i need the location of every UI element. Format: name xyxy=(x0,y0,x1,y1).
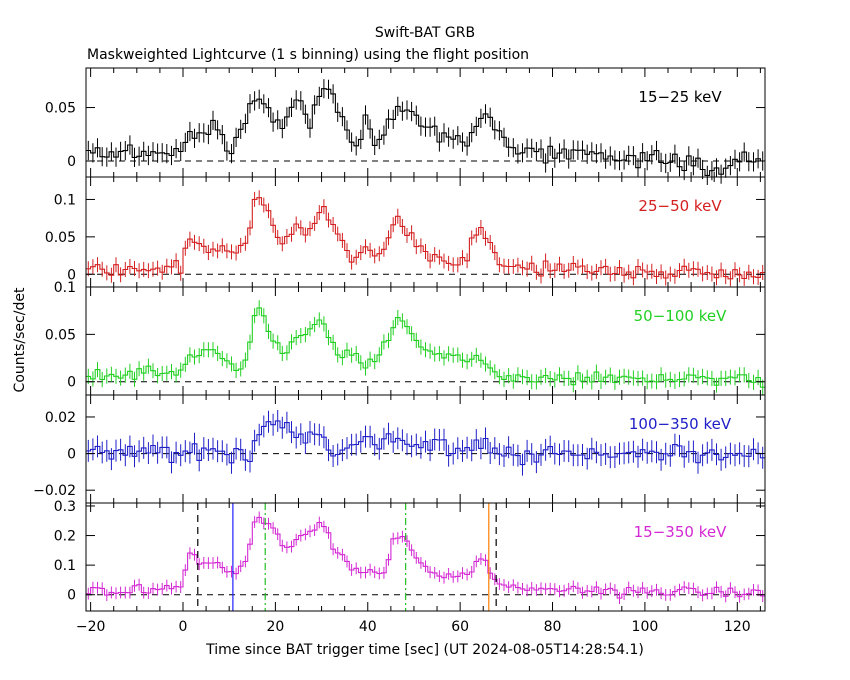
y-tick-label: 0 xyxy=(67,154,76,170)
x-tick-label: 60 xyxy=(451,619,469,635)
x-tick-label: 0 xyxy=(179,619,188,635)
y-tick-label: 0.1 xyxy=(54,280,76,296)
panel-5: 0 0.1 0.2 0.3 15−350 keV xyxy=(54,499,766,612)
x-tick-label: −20 xyxy=(76,619,106,635)
y-tick-label: 0 xyxy=(67,375,76,391)
panel-4: −0.02 0 0.02 100−350 keV xyxy=(33,394,766,504)
error-bars xyxy=(87,190,764,287)
panel-3: 0 0.05 0.1 50−100 keV xyxy=(45,280,766,396)
x-tick-label: 80 xyxy=(544,619,562,635)
lightcurve-series xyxy=(86,420,765,466)
error-bars xyxy=(87,79,764,185)
x-tick-label: 120 xyxy=(724,619,751,635)
panel-frame xyxy=(85,502,766,612)
band-label: 25−50 keV xyxy=(638,197,722,215)
error-bars xyxy=(87,511,764,604)
x-axis-label: Time since BAT trigger time [sec] (UT 20… xyxy=(205,642,644,658)
panels-group: 0 0.05 15−25 keV 0 0.05 0.1 25−50 keV 0 0.05 0.1 5… xyxy=(33,67,766,635)
y-tick-label: 0.2 xyxy=(54,529,76,545)
error-bars xyxy=(87,410,764,476)
x-tick-label: 100 xyxy=(632,619,659,635)
y-axis-label: Counts/sec/det xyxy=(12,287,28,392)
y-tick-label: 0.05 xyxy=(45,327,76,343)
x-tick-label: 40 xyxy=(359,619,377,635)
band-label: 50−100 keV xyxy=(634,307,727,325)
chart-title: Swift-BAT GRB xyxy=(375,25,475,41)
lightcurve-series xyxy=(86,307,765,388)
panel-1: 0 0.05 15−25 keV xyxy=(45,67,766,185)
y-tick-label: 0 xyxy=(67,267,76,283)
band-label: 15−25 keV xyxy=(638,88,722,106)
chart-subtitle: Maskweighted Lightcurve (1 s binning) us… xyxy=(87,47,529,63)
y-tick-label: 0.3 xyxy=(54,499,76,515)
x-tick-label: 20 xyxy=(266,619,284,635)
y-tick-label: 0 xyxy=(67,447,76,463)
y-tick-label: 0.1 xyxy=(54,558,76,574)
y-tick-label: 0 xyxy=(67,588,76,604)
error-bars xyxy=(87,300,764,395)
y-tick-label: 0.05 xyxy=(45,101,76,117)
panel-2: 0 0.05 0.1 25−50 keV xyxy=(45,176,766,288)
y-tick-label: 0.1 xyxy=(54,192,76,208)
y-tick-label: 0.02 xyxy=(45,410,76,426)
panel-frame xyxy=(85,176,766,288)
band-label: 100−350 keV xyxy=(629,415,732,433)
band-label: 15−350 keV xyxy=(634,523,727,541)
y-tick-label: −0.02 xyxy=(33,483,76,499)
y-tick-label: 0.05 xyxy=(45,230,76,246)
